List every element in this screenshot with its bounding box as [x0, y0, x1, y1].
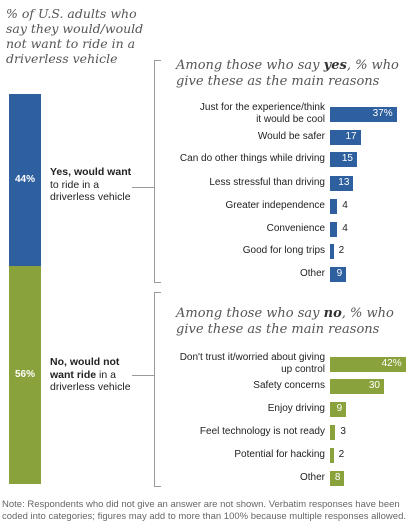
bar — [330, 266, 347, 282]
group-label-yes-bold: Yes, would want — [50, 166, 132, 178]
bar-label: Other — [299, 268, 325, 279]
bar — [330, 447, 334, 463]
bar-label: Feel technology is not ready — [199, 426, 325, 437]
group-label-no-bold: No, would not want ride — [50, 356, 120, 381]
bar-value: 3 — [340, 426, 346, 437]
bar-value: 17 — [345, 131, 357, 142]
bar-value: 2 — [338, 449, 345, 460]
bar-value: 2 — [338, 245, 345, 256]
group-label-yes: Yes, would want to ride in a driverless … — [50, 166, 142, 204]
bar-value: 9 — [336, 403, 343, 414]
bar-label: Good for long trips — [242, 245, 325, 256]
bar — [330, 151, 357, 167]
bar — [330, 378, 384, 394]
bar-value: 42% — [381, 358, 402, 369]
section-title-no: Among those who say no, % who give these… — [176, 306, 416, 338]
footnote: Note: Respondents who did not give an an… — [2, 499, 406, 522]
group-label-no: No, would not want ride in a driverless … — [50, 356, 142, 394]
bar-label: Greater independence — [225, 200, 325, 211]
bar-label: Safety concerns — [253, 380, 325, 391]
bar-label: Don't trust it/worried about giving up co… — [179, 352, 325, 375]
bar-label: Potential for hacking — [234, 449, 325, 460]
section-title-yes-key: yes — [323, 58, 347, 73]
stack-segment-no — [9, 265, 41, 484]
bracket-no — [154, 292, 155, 486]
bar-value: 4 — [342, 223, 348, 234]
group-label-no-rest: in a driverless vehicle — [50, 368, 131, 394]
bracket-connector-yes — [132, 187, 154, 188]
bracket-top-no — [154, 292, 161, 293]
bar — [330, 106, 397, 122]
bracket-bottom-no — [154, 486, 161, 487]
bar-value: 30 — [368, 380, 380, 391]
section-title-yes-pre: Among those who say — [176, 58, 324, 73]
bar-value: 37% — [372, 108, 393, 119]
bar — [330, 243, 334, 259]
bar — [330, 221, 338, 237]
bar — [330, 470, 345, 486]
bar-value: 13 — [338, 177, 350, 188]
stack-pct-no: 56% — [14, 368, 35, 380]
group-label-yes-rest: to ride in a driverless vehicle — [50, 178, 131, 204]
bar-label: Enjoy driving — [267, 403, 325, 414]
section-title-no-key: no — [323, 306, 342, 321]
bracket-connector-no — [132, 375, 154, 376]
bar — [330, 356, 406, 372]
bar — [330, 129, 361, 145]
section-title-no-pre: Among those who say — [176, 306, 324, 321]
bar-value: 15 — [341, 153, 353, 164]
bar-label: Less stressful than driving — [209, 177, 325, 188]
bar-value: 8 — [334, 472, 341, 483]
bracket-bottom-yes — [154, 282, 161, 283]
bar-label: Would be safer — [257, 131, 325, 142]
bar-value: 9 — [336, 268, 343, 279]
section-title-yes-post: , % who give these as the main reasons — [176, 58, 399, 89]
bar-label: Just for the experience/think it would be… — [199, 102, 325, 125]
bar-label: Other — [299, 472, 325, 483]
bar — [330, 401, 347, 417]
bar-label: Convenience — [266, 223, 325, 234]
bar-value: 4 — [342, 200, 348, 211]
bracket-top-yes — [154, 60, 161, 61]
bar — [330, 175, 354, 191]
section-title-no-post: , % who give these as the main reasons — [176, 306, 394, 337]
intro-title: % of U.S. adults who say they would/woul… — [6, 6, 144, 66]
stack-segment-yes — [9, 94, 41, 266]
stack-pct-yes: 44% — [14, 173, 35, 185]
bar — [330, 198, 338, 214]
bar — [330, 424, 336, 440]
bracket-yes — [154, 60, 155, 282]
bar-label: Can do other things while driving — [179, 153, 325, 164]
section-title-yes: Among those who say yes, % who give thes… — [176, 58, 416, 90]
